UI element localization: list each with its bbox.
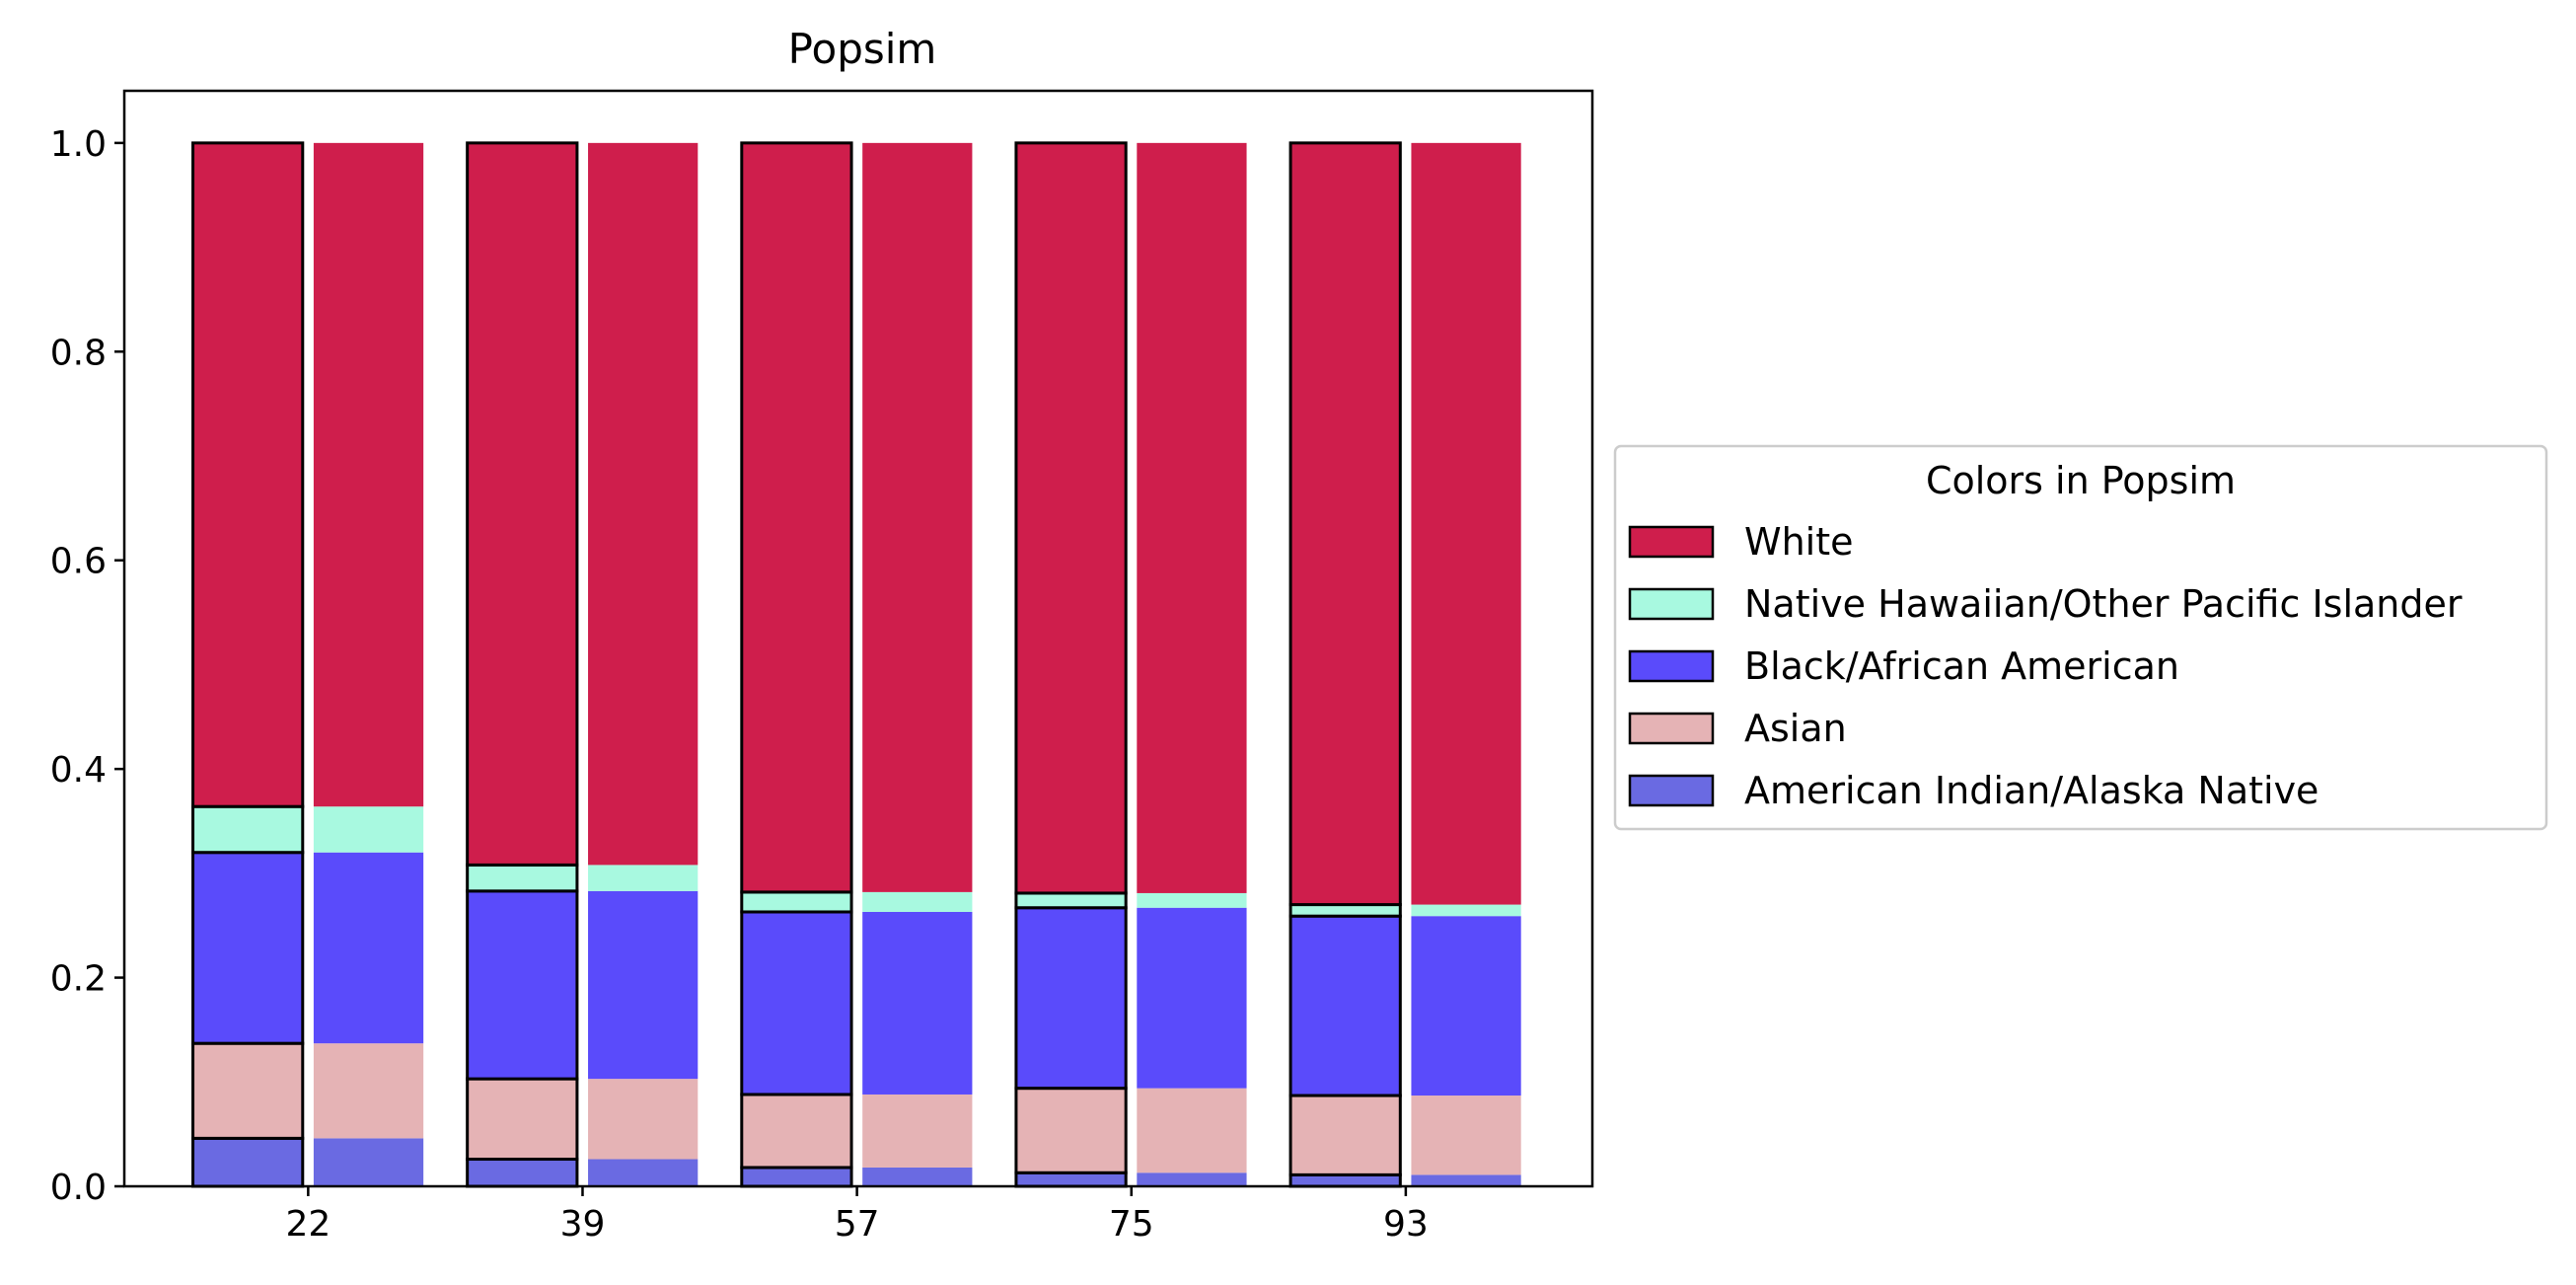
legend-swatch — [1628, 649, 1715, 683]
y-tick-label: 0.4 — [50, 750, 107, 791]
bar-plain-93-3 — [1411, 904, 1521, 917]
bar-plain-57-0 — [862, 1167, 973, 1186]
bar-plain-39-1 — [588, 1079, 699, 1160]
legend-label: American Indian/Alaska Native — [1744, 769, 2318, 812]
bar-outlined-75-3 — [1014, 891, 1128, 910]
bar-plain-39-3 — [588, 865, 699, 891]
bar-outlined-22-2 — [191, 851, 305, 1045]
bar-plain-93-1 — [1411, 1096, 1521, 1175]
legend-swatch — [1628, 774, 1715, 807]
legend-swatch — [1628, 712, 1715, 745]
bar-outlined-57-4 — [740, 141, 853, 894]
legend: Colors in Popsim White Native Hawaiian/Ot… — [1613, 444, 2548, 831]
y-tick-label: 0.0 — [50, 1168, 107, 1208]
bar-plain-75-1 — [1137, 1088, 1247, 1173]
y-tick-label: 0.8 — [50, 333, 107, 373]
bar-outlined-22-3 — [191, 804, 305, 855]
bar-plain-22-2 — [313, 852, 424, 1044]
legend-frame — [1613, 444, 2548, 831]
bar-plain-93-2 — [1411, 916, 1521, 1096]
y-tick-label: 0.6 — [50, 542, 107, 582]
bar-plain-57-3 — [862, 891, 973, 912]
bar-outlined-75-0 — [1014, 1171, 1128, 1188]
bar-outlined-39-2 — [466, 889, 579, 1081]
bar-plain-75-3 — [1137, 892, 1247, 908]
bar-outlined-57-2 — [740, 910, 853, 1096]
bar-plain-57-1 — [862, 1094, 973, 1168]
x-tick-label: 22 — [285, 1204, 331, 1245]
bar-outlined-22-1 — [191, 1041, 305, 1140]
bar-plain-39-2 — [588, 890, 699, 1080]
x-tick-label: 75 — [1109, 1204, 1154, 1245]
chart-title: Popsim — [788, 25, 937, 73]
bar-outlined-57-1 — [740, 1093, 853, 1170]
y-tick-label: 1.0 — [50, 124, 107, 165]
bar-plain-93-0 — [1411, 1174, 1521, 1186]
bar-plain-75-2 — [1137, 907, 1247, 1089]
bar-outlined-39-1 — [466, 1077, 579, 1162]
bar-outlined-93-4 — [1288, 141, 1402, 907]
bar-outlined-57-3 — [740, 890, 853, 914]
bar-outlined-93-1 — [1288, 1094, 1402, 1176]
bar-outlined-39-3 — [466, 863, 579, 893]
bar-plain-39-0 — [588, 1159, 699, 1186]
bar-plain-22-1 — [313, 1043, 424, 1139]
legend-label: White — [1744, 520, 1854, 564]
plot-frame — [122, 89, 1594, 1188]
y-tick-label: 0.2 — [50, 959, 107, 1000]
bar-plain-75-0 — [1137, 1172, 1247, 1186]
legend-label: Black/African American — [1744, 644, 2179, 688]
bar-outlined-93-3 — [1288, 903, 1402, 918]
bar-outlined-39-4 — [466, 141, 579, 867]
bar-outlined-75-2 — [1014, 906, 1128, 1091]
bar-plain-93-4 — [1411, 142, 1521, 905]
x-tick-label: 39 — [560, 1204, 606, 1245]
x-tick-label: 57 — [835, 1204, 880, 1245]
y-axis: 0.0 0.2 0.4 0.6 0.8 1.0 — [50, 124, 124, 1208]
bar-plain-39-4 — [588, 142, 699, 866]
bar-outlined-39-0 — [466, 1158, 579, 1188]
bar-outlined-93-2 — [1288, 914, 1402, 1097]
legend-label: Native Hawaiian/Other Pacific Islander — [1744, 582, 2463, 626]
bar-plain-57-4 — [862, 142, 973, 892]
bar-plain-22-0 — [313, 1138, 424, 1186]
x-tick-label: 93 — [1383, 1204, 1429, 1245]
legend-label: Asian — [1744, 707, 1847, 750]
legend-swatch — [1628, 525, 1715, 559]
legend-title: Colors in Popsim — [1926, 459, 2236, 502]
bar-outlined-93-0 — [1288, 1172, 1402, 1188]
bar-outlined-22-4 — [191, 141, 305, 808]
bar-outlined-75-4 — [1014, 141, 1128, 895]
legend-swatch — [1628, 587, 1715, 621]
bars-group — [191, 141, 1521, 1188]
x-axis: 22 39 57 75 93 — [285, 1186, 1429, 1245]
bar-plain-57-2 — [862, 911, 973, 1095]
bar-outlined-75-1 — [1014, 1087, 1128, 1174]
bar-plain-22-3 — [313, 806, 424, 853]
bar-outlined-22-0 — [191, 1136, 305, 1188]
bar-plain-22-4 — [313, 142, 424, 807]
bar-plain-75-4 — [1137, 142, 1247, 893]
bar-outlined-57-0 — [740, 1166, 853, 1188]
